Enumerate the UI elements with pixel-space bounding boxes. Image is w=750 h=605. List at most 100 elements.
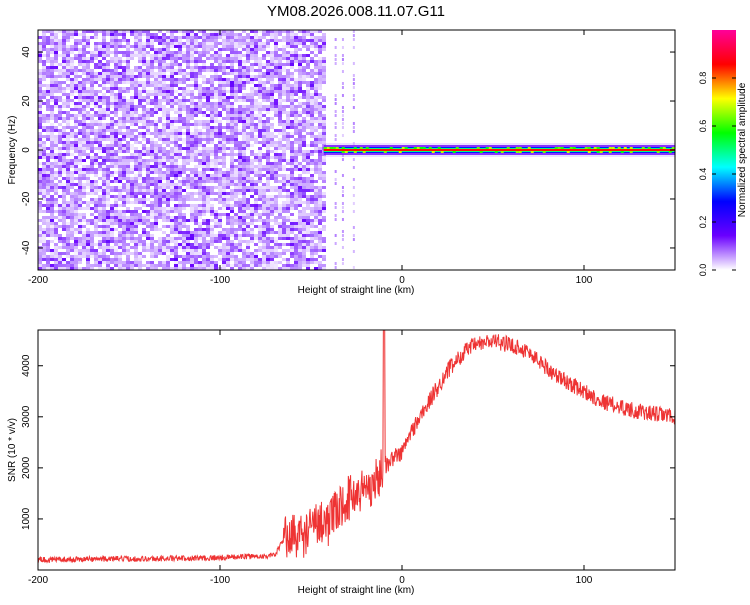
carrier-speckle xyxy=(629,151,633,153)
noise-cell xyxy=(110,258,114,261)
noise-cell xyxy=(94,156,98,159)
noise-cell xyxy=(182,90,186,93)
noise-cell xyxy=(262,84,266,87)
noise-cell xyxy=(246,126,250,129)
noise-cell xyxy=(202,144,206,147)
noise-cell xyxy=(274,168,278,171)
noise-cell xyxy=(138,99,142,102)
noise-cell xyxy=(286,72,290,75)
noise-cell xyxy=(114,153,118,156)
noise-cell xyxy=(114,84,118,87)
noise-cell xyxy=(54,201,58,204)
noise-cell xyxy=(210,237,214,240)
noise-cell xyxy=(230,195,234,198)
noise-cell xyxy=(82,219,86,222)
noise-streak-cell xyxy=(352,130,355,133)
noise-cell xyxy=(94,33,98,36)
noise-cell xyxy=(42,78,46,81)
noise-cell xyxy=(250,150,254,153)
noise-cell xyxy=(162,111,166,114)
noise-cell xyxy=(218,87,222,90)
noise-cell xyxy=(166,210,170,213)
noise-cell xyxy=(222,246,226,249)
noise-cell xyxy=(186,99,190,102)
noise-cell xyxy=(102,156,106,159)
noise-cell xyxy=(238,156,242,159)
noise-cell xyxy=(94,174,98,177)
noise-cell xyxy=(322,228,326,231)
noise-streak-cell xyxy=(352,158,355,161)
noise-cell xyxy=(198,66,202,69)
noise-cell xyxy=(202,231,206,234)
noise-cell xyxy=(198,165,202,168)
noise-cell xyxy=(114,135,118,138)
noise-cell xyxy=(170,135,174,138)
noise-cell xyxy=(106,51,110,54)
noise-cell xyxy=(246,156,250,159)
noise-cell xyxy=(218,114,222,117)
noise-cell xyxy=(226,204,230,207)
noise-cell xyxy=(98,42,102,45)
noise-cell xyxy=(270,219,274,222)
noise-cell xyxy=(170,228,174,231)
noise-cell xyxy=(190,255,194,258)
noise-cell xyxy=(86,93,90,96)
noise-cell xyxy=(282,153,286,156)
noise-cell xyxy=(66,159,70,162)
noise-cell xyxy=(114,228,118,231)
noise-cell xyxy=(250,45,254,48)
noise-cell xyxy=(294,54,298,57)
noise-cell xyxy=(114,255,118,258)
noise-streak-cell xyxy=(334,98,337,101)
noise-cell xyxy=(234,249,238,252)
noise-cell xyxy=(98,213,102,216)
noise-cell xyxy=(146,216,150,219)
noise-cell xyxy=(218,222,222,225)
noise-cell xyxy=(54,57,58,60)
noise-cell xyxy=(294,156,298,159)
noise-cell xyxy=(318,108,322,111)
noise-cell xyxy=(242,180,246,183)
noise-cell xyxy=(114,249,118,252)
noise-cell xyxy=(90,189,94,192)
noise-cell xyxy=(238,171,242,174)
noise-cell xyxy=(110,153,114,156)
noise-cell xyxy=(102,72,106,75)
colorbar: 0.00.20.40.60.8 Normalized spectral ampl… xyxy=(698,30,748,276)
noise-cell xyxy=(122,201,126,204)
noise-cell xyxy=(198,204,202,207)
noise-cell xyxy=(270,69,274,72)
noise-cell xyxy=(54,138,58,141)
noise-cell xyxy=(142,228,146,231)
noise-cell xyxy=(222,66,226,69)
noise-cell xyxy=(82,114,86,117)
noise-cell xyxy=(74,96,78,99)
noise-cell xyxy=(146,36,150,39)
noise-cell xyxy=(278,48,282,51)
noise-cell xyxy=(262,135,266,138)
noise-cell xyxy=(306,189,310,192)
noise-cell xyxy=(306,246,310,249)
noise-cell xyxy=(302,240,306,243)
noise-cell xyxy=(106,171,110,174)
noise-cell xyxy=(294,117,298,120)
noise-cell xyxy=(162,177,166,180)
noise-cell xyxy=(190,261,194,264)
noise-cell xyxy=(290,153,294,156)
noise-cell xyxy=(306,234,310,237)
noise-cell xyxy=(314,159,318,162)
noise-cell xyxy=(154,108,158,111)
noise-cell xyxy=(194,210,198,213)
noise-cell xyxy=(122,150,126,153)
noise-cell xyxy=(46,240,50,243)
noise-cell xyxy=(58,153,62,156)
noise-cell xyxy=(286,90,290,93)
noise-cell xyxy=(74,141,78,144)
noise-cell xyxy=(82,72,86,75)
noise-cell xyxy=(78,93,82,96)
noise-cell xyxy=(270,240,274,243)
noise-cell xyxy=(270,96,274,99)
noise-cell xyxy=(134,258,138,261)
noise-cell xyxy=(310,240,314,243)
noise-cell xyxy=(202,132,206,135)
